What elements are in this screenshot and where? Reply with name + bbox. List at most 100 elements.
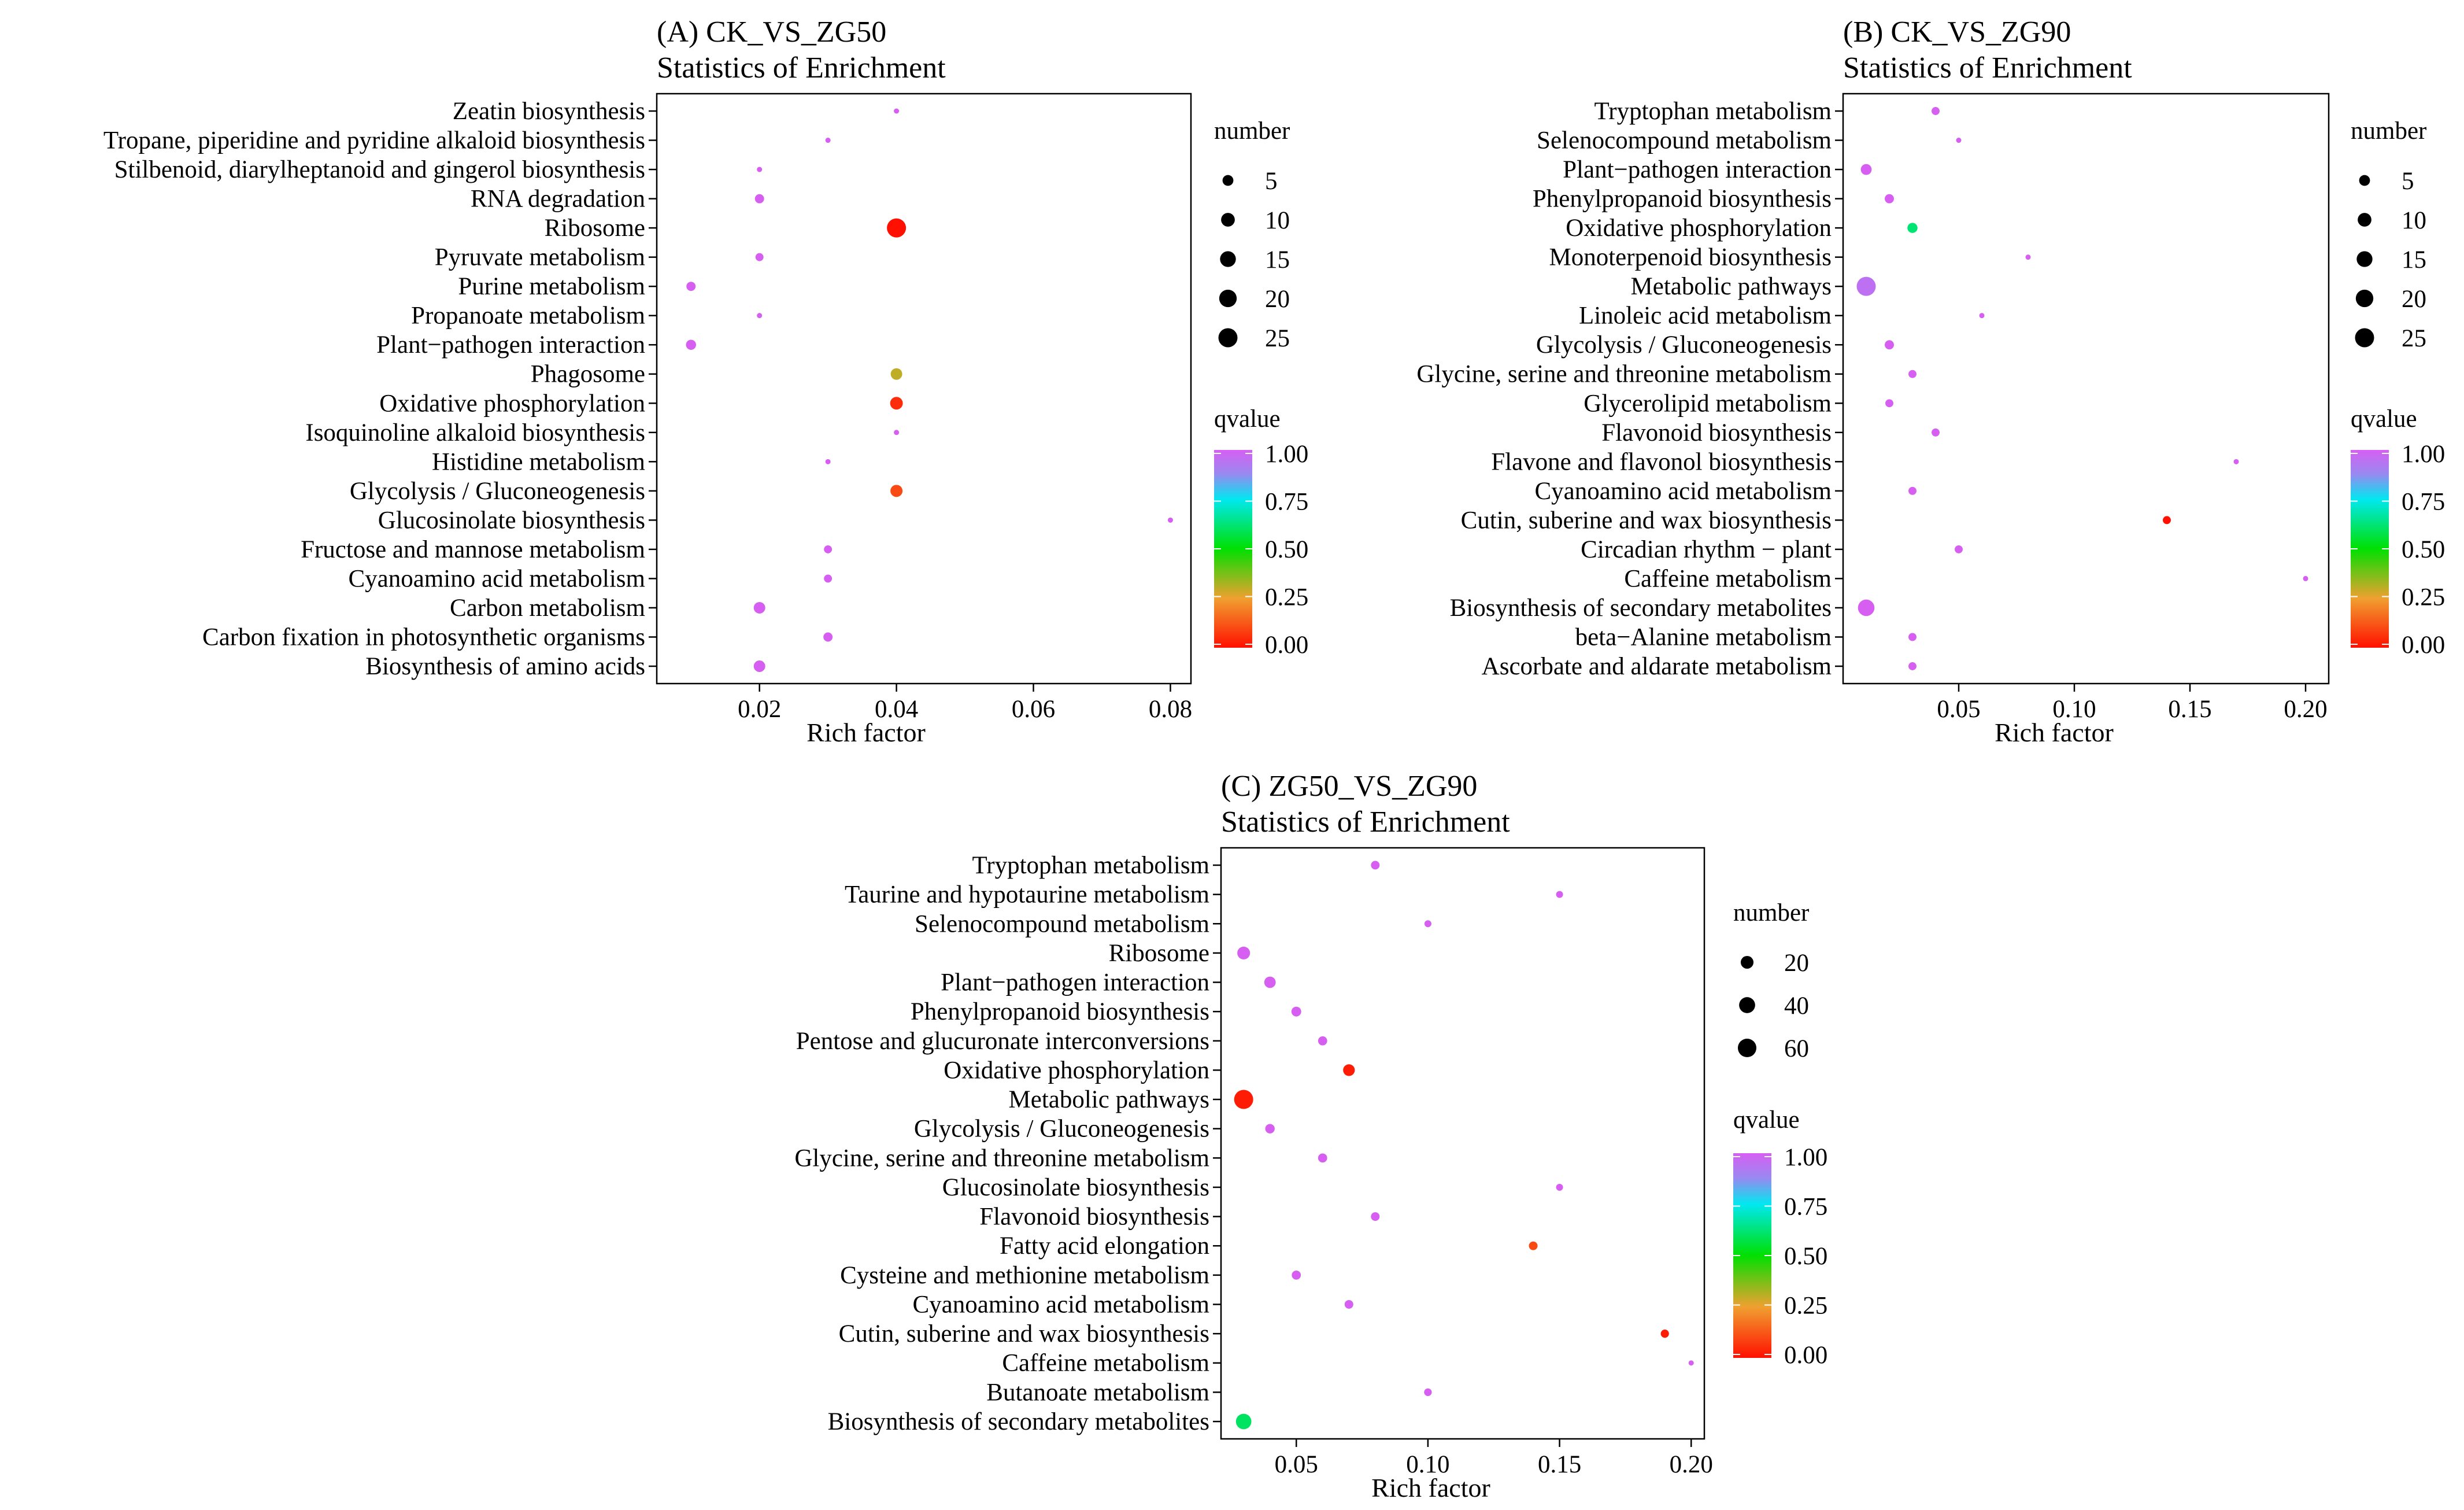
pathway-label: Biosynthesis of secondary metabolites	[828, 1408, 1209, 1435]
color-legend-label: 0.25	[1784, 1293, 1827, 1320]
data-point	[1343, 1064, 1355, 1076]
data-point	[1237, 946, 1251, 959]
pathway-label: Flavonoid biosynthesis	[979, 1203, 1209, 1231]
size-legend-title: number	[1214, 117, 1290, 145]
data-point	[1858, 599, 1875, 616]
pathway-label: Glycine, serine and threonine metabolism	[1416, 361, 1832, 388]
pathway-label: Zeatin biosynthesis	[453, 98, 645, 125]
color-legend-label: 0.75	[1265, 489, 1308, 516]
x-tick-label: 0.20	[1670, 1451, 1713, 1478]
data-point	[757, 167, 763, 172]
pathway-label: Plant−pathogen interaction	[941, 969, 1209, 996]
data-point	[1556, 1183, 1563, 1191]
size-legend-label: 20	[1784, 950, 1809, 977]
data-point	[1344, 1299, 1353, 1309]
data-point	[1907, 223, 1918, 233]
data-point	[1885, 399, 1893, 408]
data-point	[2025, 254, 2031, 260]
data-point	[1291, 1006, 1301, 1017]
pathway-label: Cysteine and methionine metabolism	[840, 1262, 1209, 1289]
pathway-label: Cyanoamino acid metabolism	[1534, 478, 1832, 505]
pathway-label: Phagosome	[531, 361, 645, 388]
size-legend-dot	[2356, 251, 2373, 267]
data-point	[686, 282, 696, 291]
data-point	[754, 194, 764, 204]
data-point	[1908, 662, 1917, 670]
data-point	[1318, 1153, 1327, 1163]
size-legend-label: 15	[1265, 246, 1290, 274]
color-legend-label: 0.50	[1265, 536, 1308, 563]
pathway-label: Glycerolipid metabolism	[1584, 390, 1832, 417]
pathway-label: Stilbenoid, diarylheptanoid and gingerol…	[114, 156, 645, 183]
pathway-label: Histidine metabolism	[432, 448, 645, 475]
pathway-label: Glycolysis / Gluconeogenesis	[1536, 331, 1832, 359]
color-legend-label: 0.50	[2402, 536, 2445, 563]
pathway-label: Plant−pathogen interaction	[376, 331, 645, 359]
pathway-label: Oxidative phosphorylation	[944, 1057, 1209, 1084]
size-legend-label: 10	[1265, 207, 1290, 234]
data-point	[894, 430, 900, 435]
data-point	[2163, 516, 2171, 525]
data-point	[894, 108, 900, 114]
color-legend-label: 0.00	[1265, 632, 1308, 659]
pathway-label: Pyruvate metabolism	[435, 244, 645, 271]
color-legend-label: 0.00	[1784, 1342, 1827, 1369]
pathway-label: Propanoate metabolism	[411, 302, 645, 330]
pathway-label: Pentose and glucuronate interconversions	[796, 1028, 1209, 1055]
plot-area	[1220, 847, 1705, 1440]
pathway-label: Ascorbate and aldarate metabolism	[1482, 653, 1832, 680]
pathway-label: Glucosinolate biosynthesis	[378, 507, 645, 534]
size-legend-dot	[1218, 328, 1238, 348]
pathway-label: Metabolic pathways	[1009, 1086, 1210, 1113]
size-legend-label: 5	[1265, 168, 1278, 195]
pathway-label: Biosynthesis of secondary metabolites	[1450, 595, 1832, 622]
size-legend-dot	[1219, 289, 1237, 308]
size-legend-title: number	[1733, 899, 1809, 926]
pathway-label: Selenocompound metabolism	[915, 910, 1209, 937]
pathway-label: Tryptophan metabolism	[1594, 98, 1832, 125]
pathway-label: Flavonoid biosynthesis	[1601, 419, 1832, 446]
size-legend-dot	[1739, 997, 1755, 1013]
color-legend-label: 0.75	[1784, 1194, 1827, 1221]
data-point	[1955, 545, 1963, 553]
size-legend-dot	[2358, 213, 2371, 227]
color-legend-label: 0.25	[2402, 584, 2445, 611]
data-point	[1234, 1090, 1253, 1109]
data-point	[2303, 575, 2308, 581]
chart-title: Statistics of Enrichment	[1221, 806, 1510, 839]
data-point	[825, 459, 831, 464]
size-legend-label: 40	[1784, 992, 1809, 1020]
size-legend-label: 15	[2402, 246, 2426, 274]
data-point	[1908, 633, 1917, 641]
data-point	[1371, 1212, 1380, 1221]
data-point	[1424, 1388, 1432, 1396]
data-point	[753, 660, 765, 672]
data-point	[1264, 976, 1276, 988]
data-point	[757, 313, 763, 319]
pathway-label: Biosynthesis of amino acids	[365, 653, 645, 680]
size-legend-label: 10	[2402, 207, 2426, 234]
pathway-label: Fatty acid elongation	[1000, 1232, 1209, 1260]
plot-area	[656, 93, 1192, 685]
data-point	[1979, 313, 1985, 319]
x-tick-label: 0.10	[2052, 696, 2096, 723]
pathway-label: Cutin, suberine and wax biosynthesis	[839, 1320, 1209, 1347]
color-legend-label: 0.75	[2402, 489, 2445, 516]
data-point	[755, 253, 764, 261]
data-point	[1371, 861, 1380, 870]
data-point	[1660, 1330, 1669, 1338]
color-legend-title: qvalue	[2351, 405, 2417, 433]
pathway-label: Carbon fixation in photosynthetic organi…	[202, 623, 645, 651]
data-point	[1424, 920, 1431, 928]
data-point	[824, 574, 833, 583]
pathway-label: Metabolic pathways	[1631, 273, 1832, 300]
size-legend-dot	[1737, 1038, 1757, 1058]
chart-title: Statistics of Enrichment	[1843, 51, 2132, 84]
data-point	[753, 601, 765, 614]
pathway-label: Phenylpropanoid biosynthesis	[911, 998, 1209, 1025]
panel-label: (B) CK_VS_ZG90	[1843, 16, 2071, 49]
data-point	[1167, 517, 1173, 523]
